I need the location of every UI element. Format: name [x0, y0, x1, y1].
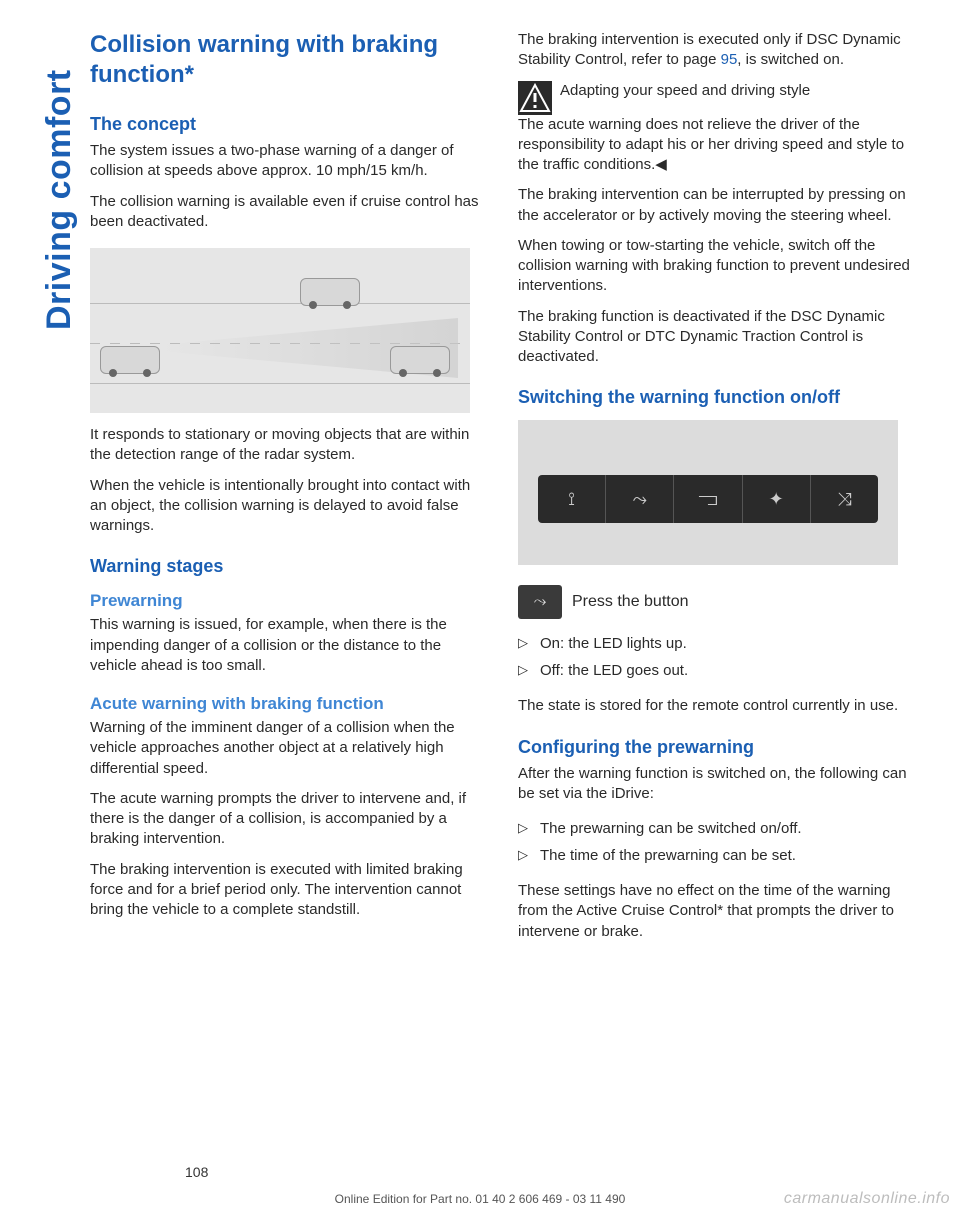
paragraph: The braking intervention is executed wit…: [90, 860, 490, 921]
dash-button-icon: ⫎: [674, 475, 742, 523]
warning-triangle-icon: [518, 81, 552, 115]
paragraph: The braking intervention can be interrup…: [518, 185, 918, 226]
collision-warning-button-icon: ⤳: [518, 585, 562, 619]
dash-button-icon: ⤨: [811, 475, 878, 523]
lane-line: [90, 303, 470, 304]
paragraph: The collision warning is available even …: [90, 192, 490, 233]
car-adjacent: [300, 278, 360, 306]
text: , is switched on.: [737, 51, 844, 68]
heading-prewarning: Prewarning: [90, 591, 490, 611]
heading-configuring: Configuring the prewarning: [518, 737, 918, 758]
paragraph: When the vehicle is intentionally brough…: [90, 476, 490, 537]
paragraph: These settings have no effect on the tim…: [518, 881, 918, 942]
figure-button-bar: ⟟ ⤳ ⫎ ✦ ⤨: [518, 420, 898, 565]
paragraph: Warning of the imminent danger of a coll…: [90, 718, 490, 779]
led-state-list: On: the LED lights up. Off: the LED goes…: [518, 633, 918, 686]
dashboard-button-bar: ⟟ ⤳ ⫎ ✦ ⤨: [538, 475, 878, 523]
list-item: Off: the LED goes out.: [518, 660, 918, 683]
paragraph: The acute warning prompts the driver to …: [90, 789, 490, 850]
page-number: 108: [185, 1164, 208, 1180]
paragraph: The braking intervention is executed onl…: [518, 30, 918, 71]
right-column: The braking intervention is executed onl…: [518, 30, 918, 952]
dash-button-icon: ✦: [743, 475, 811, 523]
side-section-label: Driving comfort: [40, 69, 79, 330]
list-item: On: the LED lights up.: [518, 633, 918, 656]
heading-concept: The concept: [90, 114, 490, 135]
heading-warning-stages: Warning stages: [90, 556, 490, 577]
dash-button-collision-icon: ⤳: [606, 475, 674, 523]
paragraph: The system issues a two-phase warning of…: [90, 141, 490, 182]
paragraph: After the warning function is switched o…: [518, 764, 918, 805]
figure-radar-diagram: [90, 248, 470, 413]
heading-acute-warning: Acute warning with braking function: [90, 694, 490, 714]
paragraph: The braking function is deactivated if t…: [518, 307, 918, 368]
warning-text: Adapting your speed and driving style: [560, 81, 918, 103]
list-item: The time of the prewarning can be set.: [518, 845, 918, 868]
lane-line: [90, 383, 470, 384]
paragraph: The state is stored for the remote contr…: [518, 696, 918, 716]
page-title: Collision warning with braking function*: [90, 30, 490, 90]
car-ego: [100, 346, 160, 374]
page-ref-link[interactable]: 95: [721, 51, 738, 68]
paragraph: It responds to stationary or moving obje…: [90, 425, 490, 466]
heading-switching: Switching the warning function on/off: [518, 387, 918, 408]
list-item: The prewarning can be switched on/off.: [518, 818, 918, 841]
page-content: Collision warning with braking function*…: [90, 30, 920, 952]
dash-button-icon: ⟟: [538, 475, 606, 523]
car-ahead: [390, 346, 450, 374]
paragraph: This warning is issued, for example, whe…: [90, 615, 490, 676]
warning-body: The acute warning does not relieve the d…: [518, 115, 918, 176]
watermark-text: carmanualsonline.info: [784, 1190, 950, 1208]
left-column: Collision warning with braking function*…: [90, 30, 490, 952]
paragraph: When towing or tow-starting the vehicle,…: [518, 236, 918, 297]
press-button-row: ⤳ Press the button: [518, 585, 918, 619]
warning-box: Adapting your speed and driving style: [518, 81, 918, 115]
warning-title: Adapting your speed and driving style: [560, 81, 918, 101]
press-button-label: Press the button: [572, 593, 689, 611]
config-list: The prewarning can be switched on/off. T…: [518, 818, 918, 871]
